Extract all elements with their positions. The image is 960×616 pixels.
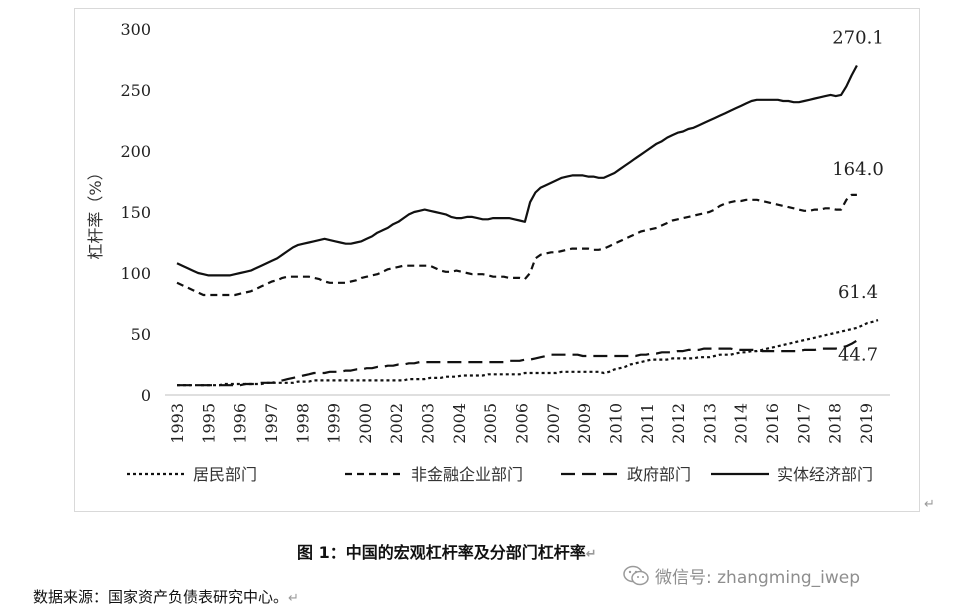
end-value-label: 270.1 <box>832 27 884 48</box>
x-tick-label: 2005 <box>481 403 500 444</box>
wechat-icon <box>623 565 649 585</box>
watermark-text: 微信号: zhangming_iwep <box>655 568 861 588</box>
y-axis-title: 杠杆率（%） <box>86 164 105 259</box>
wechat-watermark: 微信号: zhangming_iwep <box>623 563 860 588</box>
x-tick-label: 2013 <box>700 403 719 444</box>
x-tick-label: 2014 <box>732 403 751 444</box>
chart-frame: 0 50 100 150 200 250 300 杠杆率（%） 1993 1995 1996 1997… <box>74 8 920 512</box>
x-tick-label: 2007 <box>544 403 563 444</box>
caption-text: 图 1：中国的宏观杠杆率及分部门杠杆率 <box>297 543 586 562</box>
x-tick-label: 1996 <box>231 403 250 444</box>
x-tick-label: 2004 <box>450 403 469 444</box>
y-tick-label: 250 <box>120 81 151 100</box>
return-mark: ↵ <box>924 497 935 512</box>
x-tick-label: 1993 <box>168 403 187 444</box>
x-tick-label: 2011 <box>638 403 657 444</box>
x-tick-label: 2006 <box>513 403 532 444</box>
x-tick-label: 2003 <box>419 403 438 444</box>
x-tick-label: 2017 <box>794 403 813 444</box>
figure-caption: 图 1：中国的宏观杠杆率及分部门杠杆率↵ <box>297 539 597 563</box>
legend-label: 居民部门 <box>193 465 257 484</box>
legend-label: 实体经济部门 <box>777 465 873 484</box>
x-tick-label: 2019 <box>857 403 876 444</box>
x-tick-label: 2002 <box>387 403 406 444</box>
x-tick-label: 1999 <box>325 403 344 444</box>
y-tick-label: 0 <box>141 386 151 405</box>
x-tick-label: 1998 <box>293 403 312 444</box>
x-tick-label: 2012 <box>669 403 688 444</box>
series-line <box>177 339 858 387</box>
x-tick-label: 1995 <box>199 403 218 444</box>
y-tick-label: 100 <box>120 264 151 283</box>
leverage-line-chart: 0 50 100 150 200 250 300 杠杆率（%） 1993 1995 1996 1997… <box>86 20 890 484</box>
x-tick-label: 2000 <box>356 403 375 444</box>
series-line <box>177 319 879 387</box>
return-mark: ↵ <box>288 591 299 606</box>
x-tick-label: 2016 <box>763 403 782 444</box>
series-line <box>176 193 857 297</box>
x-tick-label: 2009 <box>575 403 594 444</box>
x-tick-label: 2010 <box>606 403 625 444</box>
data-source: 数据来源：国家资产负债表研究中心。↵ <box>33 586 299 607</box>
series-line <box>176 64 858 277</box>
end-value-label: 61.4 <box>838 282 878 303</box>
source-text: 数据来源：国家资产负债表研究中心。 <box>33 588 289 606</box>
y-tick-label: 50 <box>131 325 151 344</box>
x-tick-label: 2018 <box>826 403 845 444</box>
end-value-label: 164.0 <box>832 159 884 180</box>
x-tick-label: 1997 <box>262 403 281 444</box>
y-tick-label: 300 <box>120 20 151 39</box>
y-tick-label: 200 <box>120 142 151 161</box>
return-mark: ↵ <box>585 547 597 562</box>
y-tick-label: 150 <box>120 203 151 222</box>
legend-label: 政府部门 <box>627 465 691 484</box>
end-value-label: 44.7 <box>838 344 878 365</box>
legend-label: 非金融企业部门 <box>411 465 523 484</box>
